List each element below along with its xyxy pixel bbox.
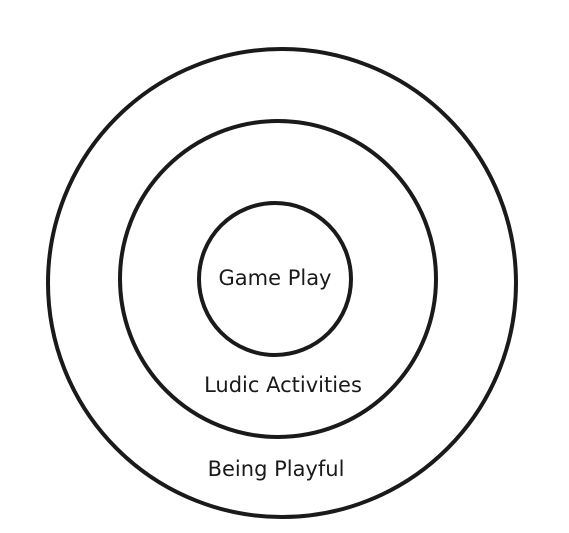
middle-ring-label: Ludic Activities [204,373,362,397]
middle-ring [118,119,438,439]
outer-ring [46,47,518,519]
inner-ring [197,201,353,357]
inner-ring-label: Game Play [219,266,332,290]
outer-ring-label: Being Playful [208,457,345,481]
